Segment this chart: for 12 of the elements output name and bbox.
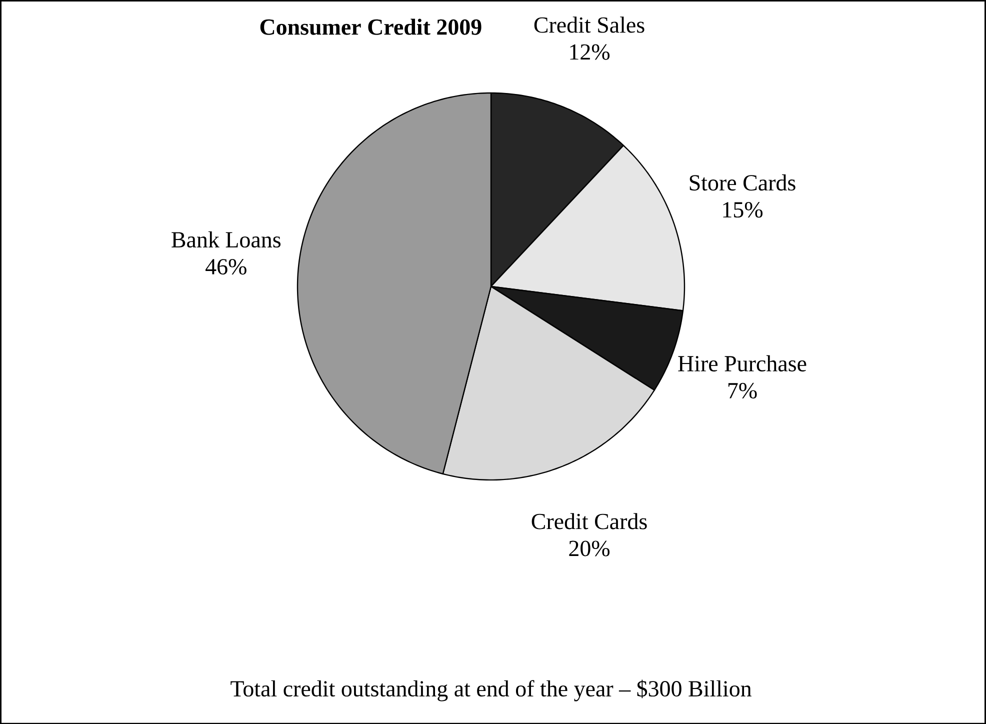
slice-label: Credit Sales bbox=[534, 16, 644, 33]
slice-label: Store Cards bbox=[690, 174, 796, 190]
slice-label: Hire Purchase bbox=[678, 355, 806, 372]
data-label: 20% bbox=[569, 540, 610, 556]
text: Total credit outstanding at end of the year – $300 Billion bbox=[230, 680, 752, 702]
data-label: 46% bbox=[206, 258, 246, 274]
data-label: 15% bbox=[723, 202, 763, 218]
slice-label: Bank Loans bbox=[172, 231, 280, 248]
data-label: 12% bbox=[570, 44, 610, 60]
slice-label: Credit Cards bbox=[532, 512, 647, 530]
chart-title: Consumer Credit 2009 bbox=[260, 18, 482, 35]
data-label: 7% bbox=[728, 382, 757, 398]
